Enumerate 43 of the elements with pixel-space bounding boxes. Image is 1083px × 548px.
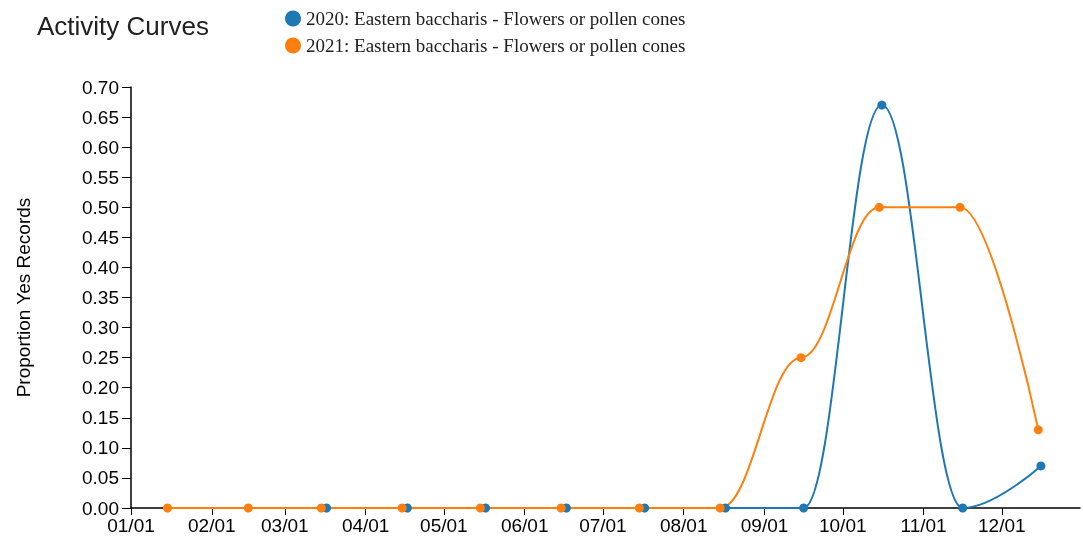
y-tick-label: 0.25 [82,347,119,369]
x-tick-label: 07/01 [579,515,627,536]
point [955,202,965,212]
y-tick-label: 0.35 [82,287,119,308]
y-tick-label: 0.05 [82,467,119,489]
point [634,503,644,513]
point [799,503,809,513]
y-axis-title: Proportion Yes Records [13,197,34,398]
point [877,100,887,110]
y-tick-label: 0.55 [82,166,119,188]
x-tick-label: 10/01 [818,515,867,536]
point [715,503,725,513]
point [556,503,566,513]
x-tick-label: 08/01 [659,515,708,536]
legend-label: 2020: Eastern baccharis - Flowers or pollen cones [306,8,686,29]
y-tick-label: 0.10 [82,437,119,459]
y-tick-label: 0.30 [82,317,119,339]
y-tick-label: 0.45 [82,226,119,248]
x-tick-label: 06/01 [500,515,549,536]
point [475,503,485,513]
y-tick-label: 0.20 [82,377,119,399]
y-tick-label: 0.65 [82,106,119,128]
x-tick-label: 11/01 [900,515,947,536]
point [1033,425,1043,435]
y-tick-label: 0.40 [82,256,119,278]
point [874,202,884,212]
point [1036,461,1046,471]
point [316,503,326,513]
legend-label: 2021: Eastern baccharis - Flowers or pollen cones [306,35,686,56]
y-tick-label: 0.50 [82,196,119,218]
x-tick-label: 02/01 [188,515,236,536]
point [397,503,407,513]
x-tick-label: 04/01 [341,515,390,536]
x-tick-label: 05/01 [420,515,468,536]
x-tick-label: 09/01 [740,515,789,536]
y-tick-label: 0.15 [82,407,119,429]
y-tick-label: 0.60 [82,136,119,158]
x-tick-label: 03/01 [261,515,309,536]
chart-title: Activity Curves [37,11,209,41]
point [796,353,806,363]
x-tick-label: 12/01 [978,515,1026,536]
point [958,503,968,513]
y-tick-label: 0.70 [82,76,119,98]
